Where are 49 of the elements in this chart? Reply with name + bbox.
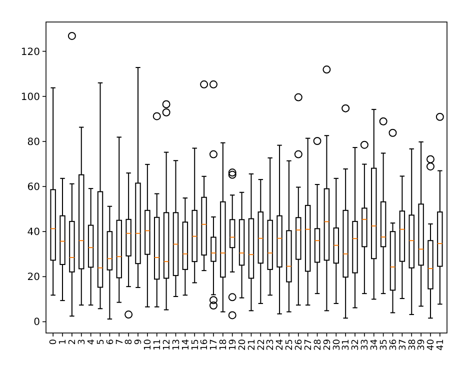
x-tick-label: 36	[388, 338, 399, 350]
x-tick-label: 21	[247, 339, 258, 350]
x-tick-label: 40	[426, 338, 437, 350]
x-tick-label: 4	[86, 338, 97, 345]
x-tick-label: 12	[162, 339, 172, 350]
x-tick-label: 41	[436, 339, 446, 350]
x-tick-label: 22	[256, 339, 267, 350]
x-tick-label: 24	[276, 338, 286, 350]
x-tick-label: 27	[304, 339, 314, 350]
x-tick-label: 20	[238, 338, 248, 350]
x-tick-label: 6	[106, 338, 116, 345]
x-tick-label: 1	[58, 339, 69, 345]
x-tick-label: 18	[219, 338, 230, 350]
x-tick-label: 0	[49, 338, 60, 345]
x-tick-label: 10	[144, 338, 154, 350]
x-tick-label: 26	[294, 338, 305, 350]
y-tick-label: 80	[27, 136, 40, 148]
x-tick-label: 16	[200, 338, 210, 350]
x-tick-label: 31	[342, 339, 352, 350]
y-tick-label: 40	[27, 227, 40, 238]
x-tick-label: 8	[124, 338, 135, 345]
y-tick-label: 20	[27, 272, 40, 284]
x-tick-label: 9	[134, 338, 144, 345]
x-tick-label: 14	[181, 338, 192, 350]
x-tick-label: 7	[115, 339, 126, 345]
x-tick-label: 3	[78, 339, 88, 345]
x-tick-label: 2	[68, 339, 78, 345]
x-tick-label: 29	[322, 338, 333, 350]
x-tick-label: 33	[360, 339, 371, 350]
y-tick-label: 120	[20, 46, 40, 58]
x-tick-label: 25	[285, 339, 296, 350]
x-tick-label: 30	[332, 338, 342, 350]
x-tick-label: 5	[96, 339, 106, 345]
x-tick-label: 37	[398, 339, 408, 350]
x-tick-label: 28	[313, 338, 324, 350]
x-tick-label: 17	[210, 339, 220, 350]
x-tick-label: 38	[408, 338, 418, 350]
x-tick-label: 32	[351, 339, 362, 350]
y-tick-label: 0	[34, 317, 40, 328]
x-tick-label: 15	[190, 339, 201, 350]
x-tick-label: 19	[228, 338, 238, 350]
y-tick-label: 100	[20, 92, 40, 103]
x-tick-label: 34	[370, 338, 380, 350]
x-tick-label: 39	[417, 338, 428, 350]
x-tick-label: 11	[153, 339, 164, 350]
y-tick-label: 60	[27, 182, 40, 194]
x-tick-label: 23	[266, 339, 276, 350]
x-tick-label: 13	[172, 339, 182, 350]
x-tick-label: 35	[379, 339, 390, 350]
